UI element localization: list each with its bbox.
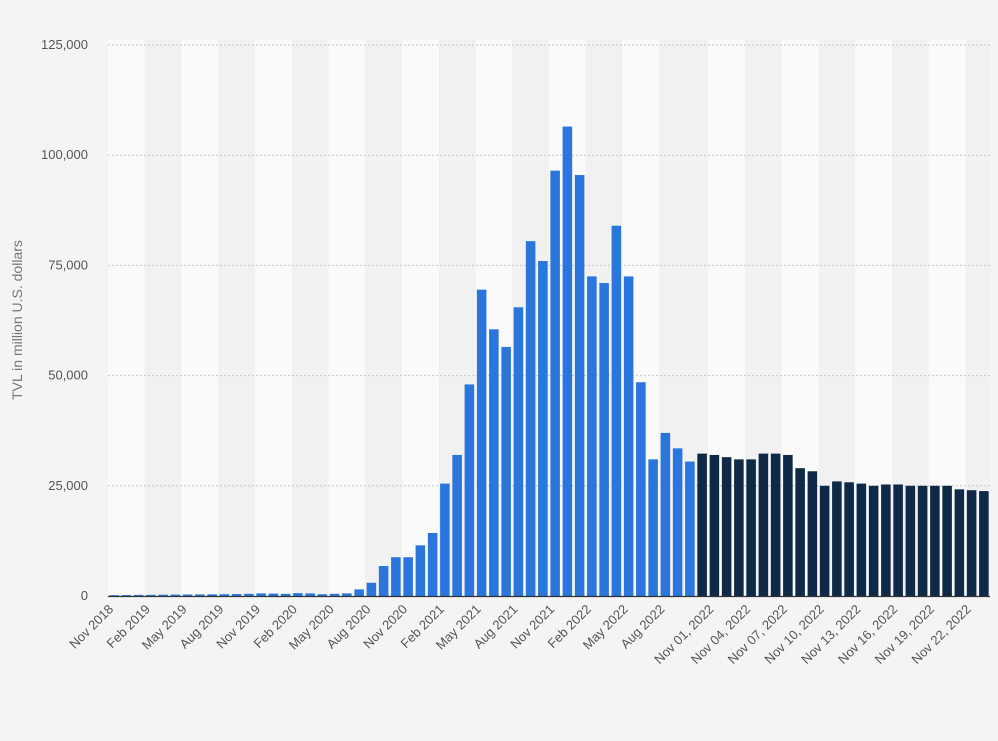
background-band	[402, 40, 439, 596]
y-tick-label: 125,000	[41, 37, 88, 52]
bar-monthly	[636, 382, 646, 596]
bar-monthly	[256, 593, 266, 596]
y-tick-label: 25,000	[48, 478, 88, 493]
y-tick-label: 0	[81, 588, 88, 603]
y-tick-label: 75,000	[48, 257, 88, 272]
bar-daily	[966, 490, 977, 596]
bar-daily	[795, 468, 805, 596]
bar-monthly	[599, 283, 609, 596]
y-tick-label: 50,000	[48, 368, 88, 383]
bar-monthly	[415, 545, 426, 596]
bar-monthly	[342, 593, 352, 596]
bar-daily	[954, 489, 965, 596]
bar-monthly	[219, 594, 230, 596]
background-band	[365, 40, 402, 596]
bar-monthly	[660, 432, 671, 596]
bar-monthly	[440, 483, 450, 596]
background-band	[291, 40, 329, 596]
bar-monthly	[587, 276, 597, 596]
bar-monthly	[489, 329, 499, 596]
bar-monthly	[280, 593, 291, 596]
bar-daily	[868, 485, 879, 596]
bar-monthly	[231, 594, 242, 596]
background-band	[144, 40, 182, 596]
bar-daily	[746, 459, 756, 596]
bar-monthly	[121, 595, 132, 596]
bar-daily	[721, 457, 732, 596]
bar-monthly	[109, 595, 119, 596]
bar-monthly	[366, 582, 377, 596]
bar-monthly	[648, 459, 658, 596]
bar-daily	[697, 453, 707, 596]
bar-monthly	[158, 594, 168, 596]
bar-daily	[881, 484, 891, 596]
bar-monthly	[354, 589, 364, 596]
bar-monthly	[378, 566, 389, 596]
bar-daily	[783, 454, 793, 596]
background-band	[181, 40, 219, 596]
bar-monthly	[452, 454, 462, 596]
bar-monthly	[195, 594, 205, 596]
bar-monthly	[133, 594, 144, 596]
bar-monthly	[391, 557, 401, 596]
bar-daily	[893, 484, 903, 596]
bar-daily	[856, 483, 867, 596]
bars	[109, 126, 989, 597]
bar-daily	[832, 481, 842, 596]
background-band	[218, 40, 255, 596]
y-axis-label: TVL in million U.S. dollars	[9, 240, 25, 400]
bar-daily	[844, 482, 854, 596]
bar-daily	[905, 485, 916, 596]
bar-monthly	[182, 594, 193, 596]
bar-monthly	[611, 225, 622, 596]
bar-monthly	[574, 175, 585, 596]
y-tick-label: 100,000	[41, 147, 88, 162]
bar-monthly	[501, 346, 511, 596]
bar-monthly	[513, 307, 524, 596]
bar-monthly	[207, 594, 217, 596]
bar-daily	[770, 453, 781, 596]
bar-monthly	[685, 461, 695, 596]
bar-monthly	[427, 532, 438, 596]
bar-monthly	[562, 126, 573, 596]
bar-daily	[758, 453, 769, 596]
bar-daily	[734, 459, 744, 596]
bar-monthly	[244, 593, 254, 596]
bar-monthly	[464, 384, 475, 596]
background-band	[328, 40, 366, 596]
background-band	[108, 40, 145, 596]
bar-monthly	[623, 276, 634, 596]
bar-monthly	[170, 594, 181, 596]
bar-daily	[807, 471, 818, 596]
bar-monthly	[305, 593, 315, 596]
y-tick-labels: 0 25,000 50,000 75,000 100,000 125,000	[41, 37, 88, 603]
bar-monthly	[293, 593, 303, 596]
bar-monthly	[268, 593, 279, 596]
bar-daily	[917, 485, 928, 596]
background-band	[255, 40, 292, 596]
bar-daily	[942, 485, 952, 596]
bar-monthly	[538, 260, 548, 596]
bar-monthly	[146, 594, 156, 596]
gridlines	[108, 44, 990, 487]
bar-monthly	[329, 593, 340, 596]
bar-daily	[819, 485, 830, 596]
bar-daily	[979, 491, 989, 596]
bar-daily	[930, 485, 940, 596]
bar-monthly	[403, 557, 413, 596]
bar-monthly	[525, 241, 536, 596]
bar-daily	[709, 454, 720, 596]
bar-monthly	[550, 170, 560, 597]
bar-monthly	[476, 289, 487, 596]
bar-monthly	[672, 448, 683, 596]
bar-monthly	[317, 594, 328, 596]
